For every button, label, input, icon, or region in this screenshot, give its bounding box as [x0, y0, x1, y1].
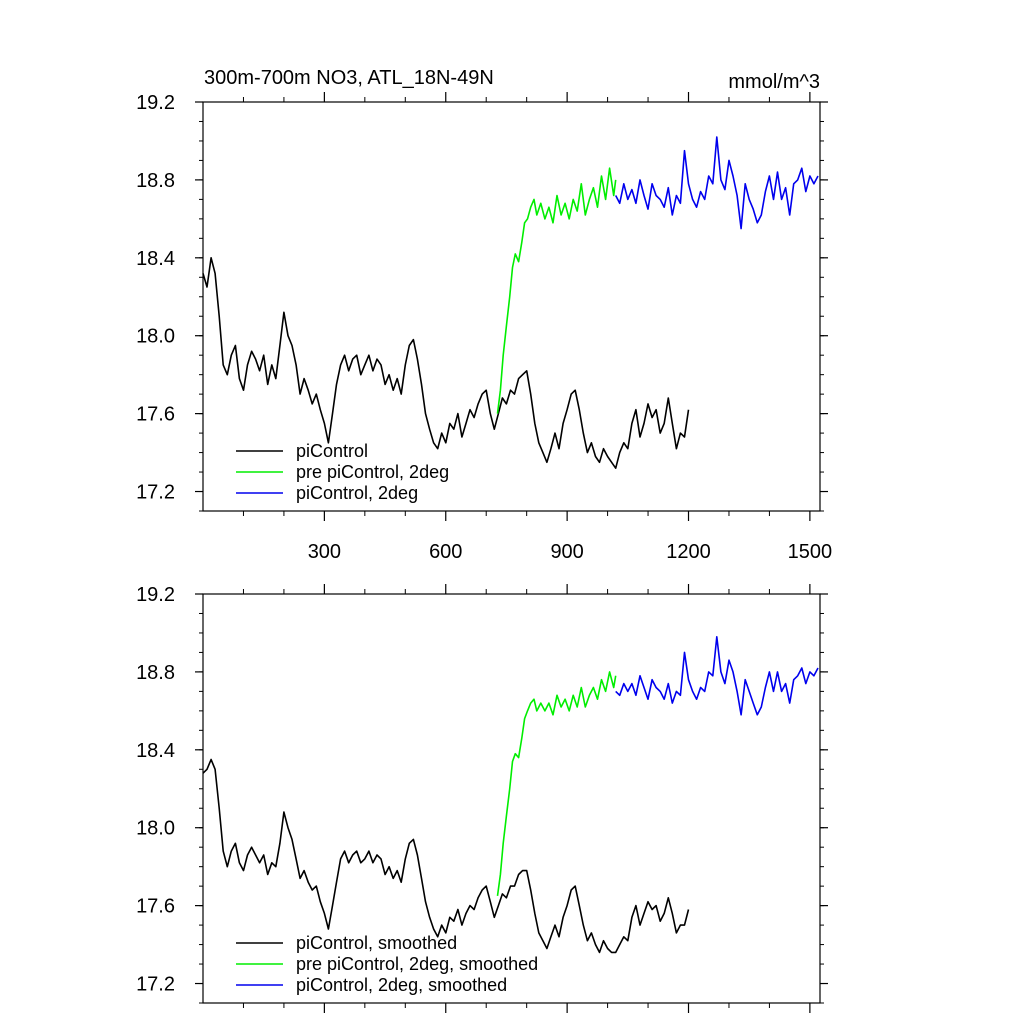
- legend-label: piControl, smoothed: [296, 933, 457, 953]
- y-tick-label: 17.2: [136, 974, 175, 996]
- y-tick-label: 18.0: [136, 326, 175, 348]
- x-tick-label: 300: [308, 541, 341, 563]
- legend-label: pre piControl, 2deg: [296, 462, 449, 482]
- legend-label: piControl, 2deg, smoothed: [296, 975, 507, 995]
- y-tick-label: 18.4: [136, 740, 175, 762]
- plot-frame: [202, 101, 821, 512]
- y-tick-label: 17.6: [136, 404, 175, 426]
- y-tick-label: 18.8: [136, 662, 175, 684]
- legend-label: pre piControl, 2deg, smoothed: [296, 954, 538, 974]
- bottom-panel: 17.2 17.6 18.0 18.4 18.8 19.2 piControl, smoot…: [136, 584, 828, 1013]
- legend-label: piControl, 2deg: [296, 483, 418, 503]
- series-line-3: [615, 635, 819, 716]
- y-tick-label: 19.2: [136, 584, 175, 606]
- series-line-1: [202, 758, 690, 954]
- series-line-3: [614, 136, 819, 230]
- top-panel: 300m-700m NO3, ATL_18N-49N mmol/m^3 17.2…: [136, 67, 832, 563]
- y-tick-label: 18.8: [136, 170, 175, 192]
- y-tick-label: 18.0: [136, 818, 175, 840]
- x-tick-label: 1500: [788, 541, 833, 563]
- y-tick-label: 17.2: [136, 482, 175, 504]
- x-tick-label: 600: [429, 541, 462, 563]
- units-label: mmol/m^3: [728, 71, 820, 93]
- y-tick-label: 17.6: [136, 896, 175, 918]
- series-line-2: [496, 671, 617, 897]
- plot-frame: [202, 593, 821, 1004]
- y-tick-label: 19.2: [136, 92, 175, 114]
- x-tick-label: 900: [550, 541, 583, 563]
- x-tick-label: 1200: [666, 541, 711, 563]
- series-line-2: [496, 167, 617, 414]
- legend-label: piControl: [296, 441, 368, 461]
- series-line-1: [202, 256, 690, 470]
- chart-title: 300m-700m NO3, ATL_18N-49N: [204, 67, 494, 89]
- y-tick-label: 18.4: [136, 248, 175, 270]
